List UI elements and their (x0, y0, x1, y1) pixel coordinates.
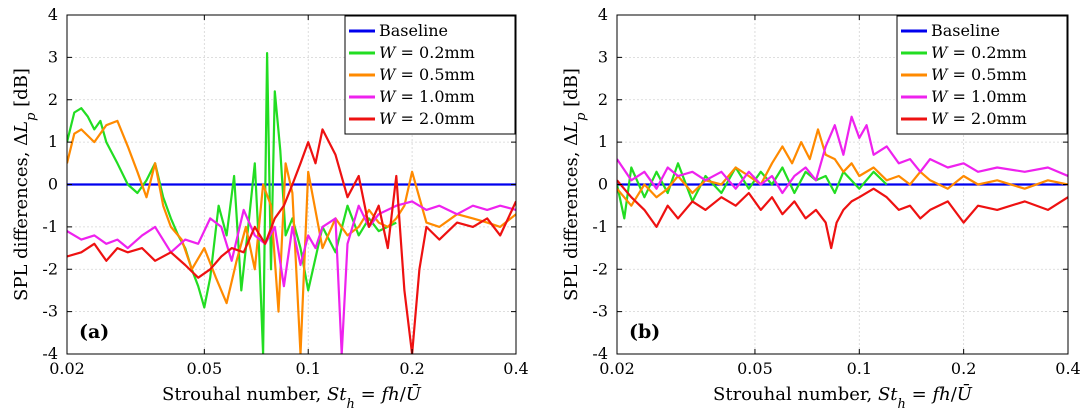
legend: Baseline W = 0.2mm W = 0.5mm W = 1.0mm W = 2… (896, 15, 1068, 135)
y-tick-label: -4 (592, 344, 608, 363)
y-axis-label: SPL differences, ΔLp [dB] (11, 68, 39, 301)
legend-entry-label: Baseline (931, 21, 1000, 40)
subscript-text: h (347, 397, 355, 412)
y-tick-label: 1 (598, 132, 608, 151)
y-tick-label: -2 (42, 259, 58, 278)
legend-entry-label: Baseline (379, 21, 448, 40)
x-tick-label: 0.05 (187, 359, 223, 378)
legend-entry-label: W = 0.5mm (379, 65, 475, 84)
x-tick-label: 0.02 (49, 359, 85, 378)
y-axis-label: SPL differences, ΔLp [dB] (561, 68, 589, 301)
y-tick-label: -3 (592, 302, 608, 321)
legend-entry-label: W = 2.0mm (931, 109, 1027, 128)
series-line-w-2-0mm (617, 179, 1068, 250)
series-line-w-1-0mm (617, 115, 1068, 195)
y-tick-label: 2 (598, 90, 608, 109)
y-tick-label: 1 (48, 132, 58, 151)
y-tick-label: 4 (598, 5, 608, 24)
legend: Baseline W = 0.2mm W = 0.5mm W = 1.0mm W = 2… (344, 15, 516, 135)
y-tick-label: -4 (42, 344, 58, 363)
x-tick-label: 0.4 (1055, 359, 1080, 378)
x-tick-label: 0.05 (737, 359, 773, 378)
y-tick-label: 3 (598, 47, 608, 66)
chart-panel-b: 0.02 0.05 0.1 0.2 0.4 -4 -3 -2 -1 0 1 2 3 4 Strouhal n… (561, 5, 1081, 412)
x-axis-label: Strouhal number, Sth = fh/Ū (162, 382, 422, 412)
series-line-w-0-2mm (67, 51, 397, 354)
chart-panel-a: 0.02 0.05 0.1 0.2 0.4 -4 -3 -2 -1 0 1 2 3 4 Strouhal n… (11, 5, 529, 412)
y-tick-label: -1 (592, 217, 608, 236)
series-group (67, 51, 516, 354)
y-tick-label: -3 (42, 302, 58, 321)
y-tick-label: 0 (48, 175, 58, 194)
series-line-w-2-0mm (67, 128, 516, 354)
x-tick-label: 0.2 (399, 359, 424, 378)
legend-entry-label: W = 0.2mm (379, 43, 475, 62)
series-line-w-1-0mm (67, 200, 516, 354)
series-group (617, 115, 1068, 250)
series-line-w-0-5mm (617, 128, 1068, 207)
subscript-text: p (24, 113, 39, 121)
x-tick-label: 0.4 (503, 359, 528, 378)
y-tick-label: 4 (48, 5, 58, 24)
x-tick-label: 0.1 (847, 359, 872, 378)
legend-entry-label: W = 2.0mm (379, 109, 475, 128)
x-tick-label: 0.1 (295, 359, 320, 378)
legend-entry-label: W = 1.0mm (931, 87, 1027, 106)
y-tick-label: 0 (598, 175, 608, 194)
panel-label: (b) (629, 321, 660, 343)
x-tick-label: 0.2 (951, 359, 976, 378)
legend-entry-label: W = 1.0mm (379, 87, 475, 106)
y-tick-label: -2 (592, 259, 608, 278)
x-axis-label: Strouhal number, Sth = fh/Ū (713, 382, 973, 412)
subscript-text: h (898, 397, 906, 412)
y-tick-label: 3 (48, 47, 58, 66)
series-line-w-0-5mm (67, 119, 516, 354)
y-tick-label: -1 (42, 217, 58, 236)
legend-entry-label: W = 0.5mm (931, 65, 1027, 84)
x-tick-label: 0.02 (599, 359, 635, 378)
panel-label: (a) (79, 321, 109, 343)
legend-entry-label: W = 0.2mm (931, 43, 1027, 62)
y-tick-label: 2 (48, 90, 58, 109)
subscript-text: p (574, 113, 589, 121)
